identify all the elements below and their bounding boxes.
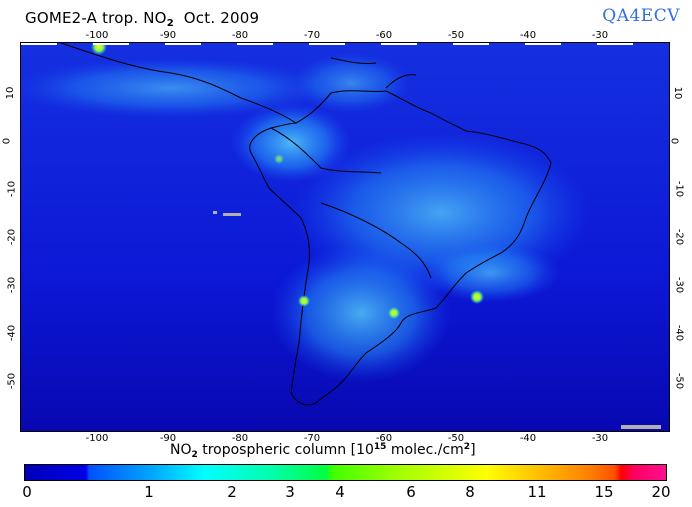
lon-tick: -90 [159,30,177,41]
lon-tick: -90 [159,433,177,444]
lat-tick: -50 [673,372,685,390]
cb-title-sup: 15 [373,442,387,452]
hotspot-sao-paulo [470,290,484,304]
colorbar-label: 15 [594,483,614,501]
lon-tick: -50 [447,433,465,444]
cb-title-part: ] [470,442,476,458]
colorbar-label: 6 [406,483,416,501]
lon-tick: -60 [375,30,393,41]
lon-tick: -100 [85,30,109,41]
lat-tick: -30 [673,276,685,294]
missing-data [621,425,661,429]
lat-tick: -10 [673,180,685,198]
hotspot-santiago [298,295,310,307]
lon-tick: -60 [375,433,393,444]
title-date: Oct. 2009 [173,9,260,27]
lon-tick: -80 [231,433,249,444]
lat-tick: -10 [6,180,18,198]
plot-title: GOME2-A trop. NO2 Oct. 2009 [25,9,259,29]
lon-tick: -40 [519,433,537,444]
lon-tick: -40 [519,30,537,41]
colorbar-title: NO2 tropospheric column [1015 molec./cm2… [170,442,476,460]
lat-tick: -30 [6,276,18,294]
lat-tick: 0 [1,137,13,145]
lon-tick: -70 [303,433,321,444]
lat-tick: -20 [673,228,685,246]
colorbar-label: 0 [22,483,32,501]
lon-tick: -30 [591,30,609,41]
no2-map [20,42,670,432]
cb-title-sup: 2 [463,442,471,452]
brand-logo: QA4ECV [602,6,680,26]
lon-tick: -30 [591,433,609,444]
missing-data [213,211,217,214]
lon-tick: -50 [447,30,465,41]
colorbar-label: 20 [651,483,671,501]
cb-title-part: NO [170,442,192,458]
lon-tick: -100 [85,433,109,444]
lat-tick: -40 [6,324,18,342]
colorbar-label: 1 [144,483,154,501]
colorbar [24,464,667,481]
cb-title-part: tropospheric column [10 [197,442,374,458]
cb-title-part: molec./cm [386,442,464,458]
hotspot-mexico-city [91,43,107,55]
lat-tick: -50 [6,372,18,390]
lon-tick: -80 [231,30,249,41]
cb-title-sub: 2 [191,450,198,460]
missing-data [223,213,241,216]
lon-tick: -70 [303,30,321,41]
colorbar-label: 8 [465,483,475,501]
title-subscript: 2 [166,18,174,29]
lat-tick: -40 [673,324,685,342]
colorbar-label: 11 [527,483,547,501]
lat-tick: 10 [671,86,683,100]
lat-tick: 10 [4,86,16,100]
lat-tick: -20 [6,228,18,246]
colorbar-label: 3 [285,483,295,501]
hotspot-buenos-aires [388,307,400,319]
colorbar-label: 2 [227,483,237,501]
colorbar-label: 4 [335,483,345,501]
lat-tick: 0 [668,137,680,145]
hotspot-bogota [274,154,284,164]
title-text: GOME2-A trop. NO [25,9,167,27]
map-canvas [21,43,669,431]
